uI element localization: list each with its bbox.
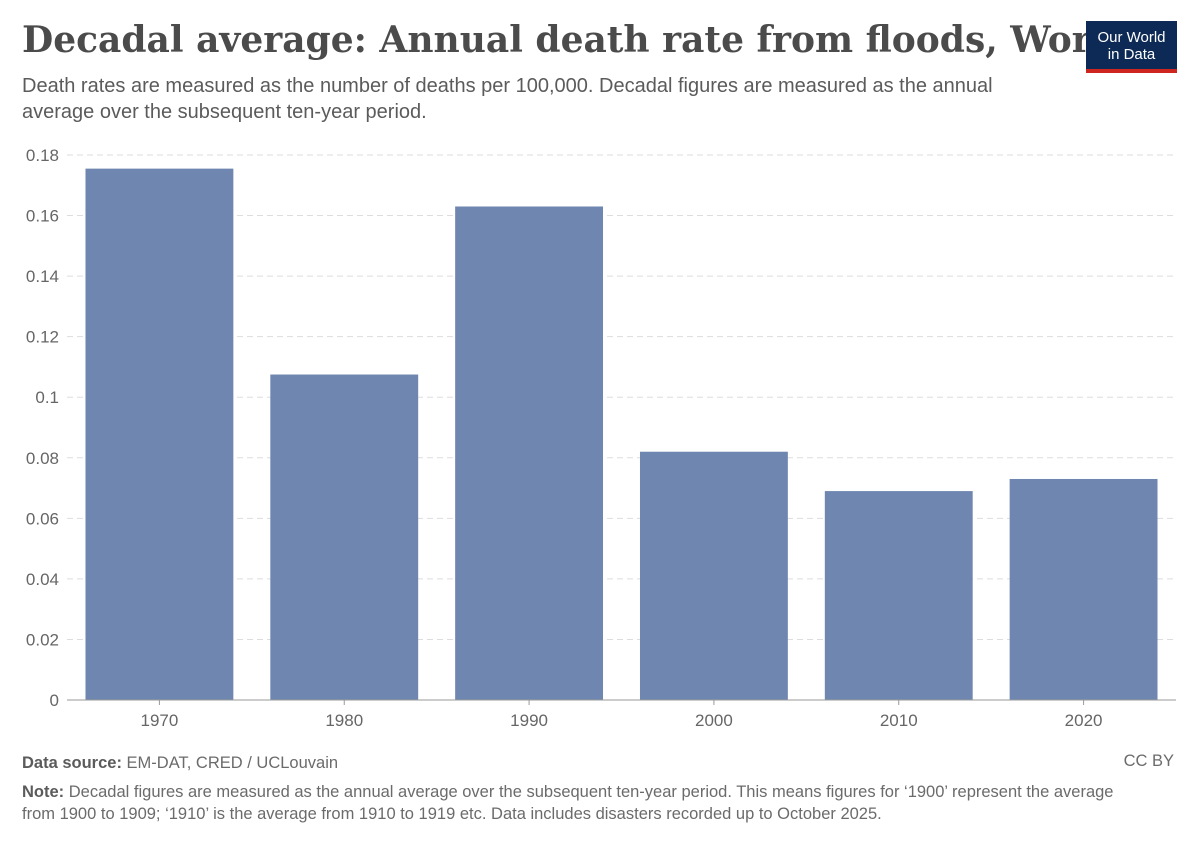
bar-1970[interactable]	[85, 168, 234, 700]
chart-title: Decadal average: Annual death rate from …	[22, 19, 1130, 61]
bar-1990[interactable]	[455, 206, 604, 700]
chart-note: Note: Decadal figures are measured as th…	[22, 781, 1132, 826]
x-tick-label: 2020	[1065, 711, 1103, 730]
y-tick-label: 0.16	[26, 207, 59, 226]
bar-2020[interactable]	[1009, 478, 1158, 700]
y-tick-label: 0.18	[26, 146, 59, 165]
data-source-label: Data source:	[22, 754, 122, 772]
x-tick-label: 1980	[325, 711, 363, 730]
y-tick-label: 0.06	[26, 509, 59, 528]
note-text: Decadal figures are measured as the annu…	[22, 783, 1114, 824]
x-tick-label: 2000	[695, 711, 733, 730]
x-tick-label: 2010	[880, 711, 918, 730]
y-tick-label: 0.08	[26, 449, 59, 468]
y-tick-label: 0.02	[26, 630, 59, 649]
x-axis-ticks: 1970 1980 1990 2000 2010 2020	[141, 700, 1103, 730]
note-label: Note:	[22, 783, 65, 801]
y-tick-label: 0.12	[26, 328, 59, 347]
license-link[interactable]: CC BY	[1123, 752, 1174, 770]
y-axis-ticks: 0 0.02 0.04 0.06 0.08 0.1 0.12 0.14 0.16 0.18	[26, 146, 59, 710]
x-tick-label: 1990	[510, 711, 548, 730]
y-tick-label: 0.04	[26, 570, 59, 589]
y-tick-label: 0.1	[35, 388, 59, 407]
owid-logo[interactable]: Our World in Data	[1086, 21, 1177, 73]
chart-subtitle: Death rates are measured as the number o…	[22, 75, 993, 124]
gridlines	[67, 154, 1176, 640]
bar-2000[interactable]	[639, 451, 788, 700]
logo-line-2: in Data	[1107, 46, 1156, 63]
y-tick-label: 0.14	[26, 267, 59, 286]
logo-line-1: Our World	[1097, 29, 1166, 46]
x-tick-label: 1970	[141, 711, 179, 730]
bar-chart: 0 0.02 0.04 0.06 0.08 0.1 0.12 0.14 0.16 0.18 197…	[26, 146, 1176, 730]
y-tick-label: 0	[50, 691, 59, 710]
bar-2010[interactable]	[824, 491, 973, 700]
data-source: Data source: EM-DAT, CRED / UCLouvain	[22, 752, 338, 774]
bar-1980[interactable]	[270, 374, 419, 700]
data-source-text[interactable]: EM-DAT, CRED / UCLouvain	[126, 754, 339, 772]
bars	[85, 168, 1158, 700]
